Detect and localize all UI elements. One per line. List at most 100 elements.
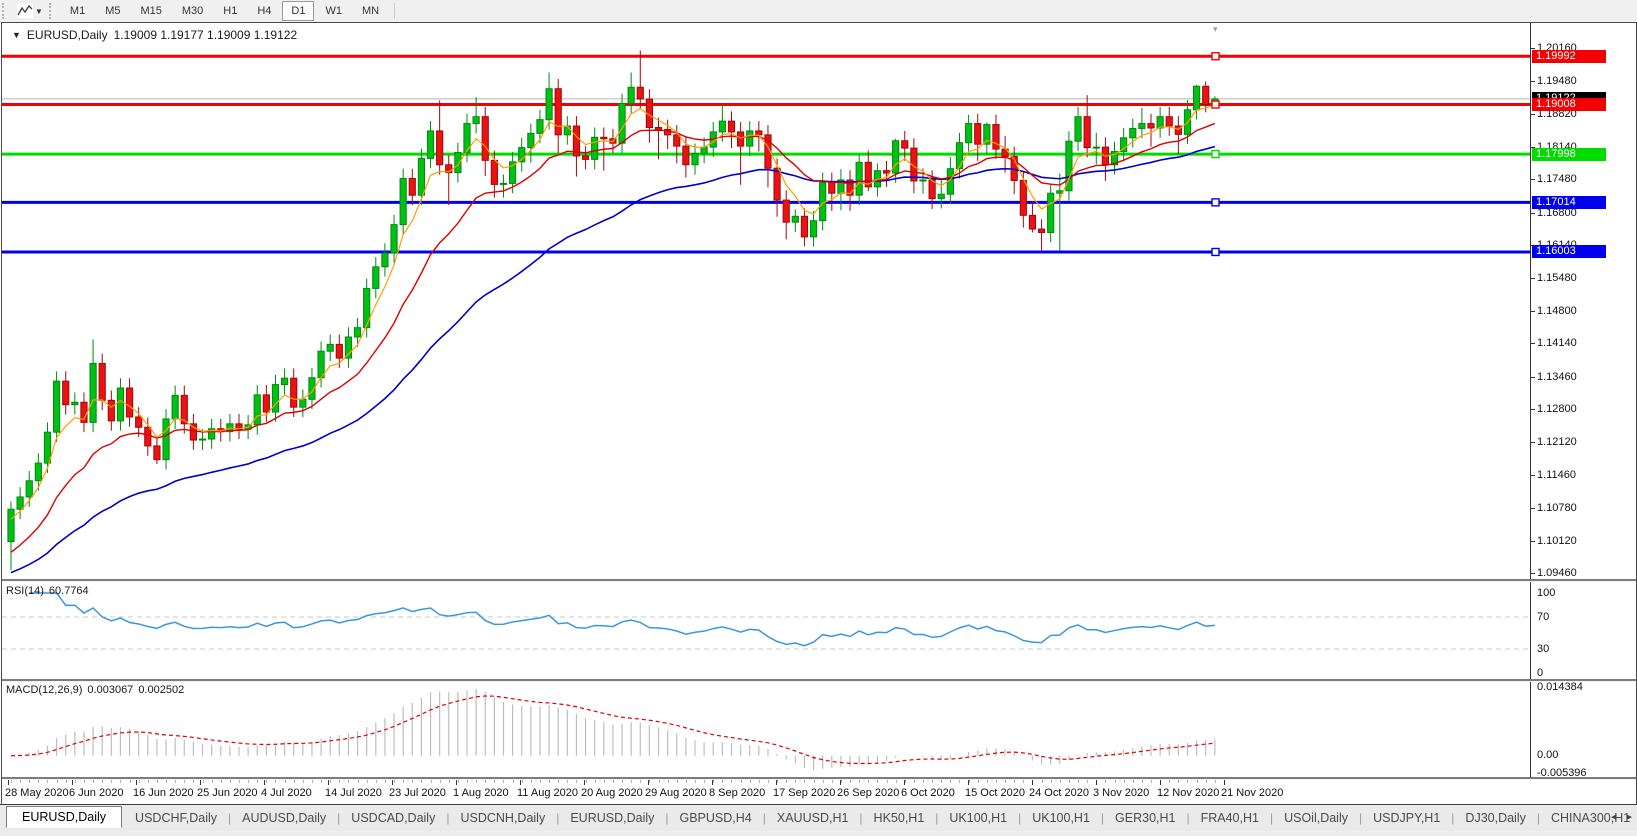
chevron-down-icon[interactable]: ▼ bbox=[35, 6, 43, 16]
chart-tab-fra40-h1[interactable]: FRA40,H1 bbox=[1200, 811, 1259, 825]
time-tick-minor bbox=[1132, 779, 1134, 783]
timeframe-button-m1[interactable]: M1 bbox=[69, 5, 86, 17]
time-tick-major bbox=[712, 779, 713, 785]
timeframe-button-h1[interactable]: H1 bbox=[223, 5, 238, 17]
time-tick-minor bbox=[840, 779, 842, 783]
tab-scroll-right-icon[interactable]: ▸ bbox=[1626, 811, 1632, 823]
chart-tab-uk100-h1[interactable]: UK100,H1 bbox=[949, 811, 1008, 825]
hline-price-badge: 1.16003 bbox=[1532, 245, 1606, 259]
time-tick-minor bbox=[147, 779, 149, 783]
time-tick-minor bbox=[339, 779, 341, 783]
macd-signal-line bbox=[10, 695, 1215, 765]
chart-tab-usdcad-daily[interactable]: USDCAD,Daily bbox=[351, 811, 436, 825]
chart-tab-china300-h1[interactable]: CHINA300,H1 bbox=[1550, 811, 1631, 825]
tab-scroll-arrows: ◂ ▸ bbox=[1611, 810, 1632, 823]
chart-tab-xauusd-h1[interactable]: XAUUSD,H1 bbox=[776, 811, 849, 825]
chart-ohlc-values: 1.19009 1.19177 1.19009 1.19122 bbox=[113, 28, 298, 42]
tab-separator: | bbox=[1451, 811, 1455, 825]
chart-tabs: EURUSD,Daily USDCHF,Daily | AUDUSD,Daily | US… bbox=[0, 806, 1637, 829]
macd-panel-canvas[interactable] bbox=[2, 681, 1530, 778]
time-tick-minor bbox=[749, 779, 751, 783]
time-tick-minor bbox=[704, 779, 706, 783]
timeframe-button-mn[interactable]: MN bbox=[361, 5, 380, 17]
time-tick-minor bbox=[302, 779, 304, 783]
timeframe-button-w1[interactable]: W1 bbox=[325, 5, 342, 17]
hline-handle[interactable] bbox=[1211, 198, 1220, 207]
tab-separator: | bbox=[1536, 811, 1540, 825]
time-tick-minor bbox=[184, 779, 186, 783]
chart-tab-ger30-h1[interactable]: GER30,H1 bbox=[1115, 811, 1176, 825]
chart-tab-hk50-h1[interactable]: HK50,H1 bbox=[873, 811, 925, 825]
hline-handle[interactable] bbox=[1211, 52, 1220, 61]
rsi-panel-canvas[interactable] bbox=[2, 581, 1530, 679]
time-tick-minor bbox=[1105, 779, 1107, 783]
chart-tab-eurusd-daily[interactable]: EURUSD,Daily bbox=[6, 806, 123, 828]
time-tick-major bbox=[968, 779, 969, 785]
chart-tool-button[interactable]: ▼ bbox=[13, 3, 47, 19]
macd-label: MACD(12,26,9) 0.003067 0.002502 bbox=[6, 684, 184, 696]
polyline-chart-icon bbox=[17, 4, 33, 18]
time-tick-minor bbox=[266, 779, 268, 783]
time-tick-minor bbox=[1196, 779, 1198, 783]
chart-symbol: EURUSD,Daily bbox=[26, 28, 108, 42]
time-tick-major bbox=[328, 779, 329, 785]
time-tick-minor bbox=[521, 779, 523, 783]
time-tick-minor bbox=[786, 779, 788, 783]
chart-tab-usdjpy-h1[interactable]: USDJPY,H1 bbox=[1373, 811, 1441, 825]
time-tick-minor bbox=[831, 779, 833, 783]
timeframe-button-m15[interactable]: M15 bbox=[140, 5, 162, 17]
chart-tab-usdcnh-daily[interactable]: USDCNH,Daily bbox=[460, 811, 546, 825]
timeframe-button-m30[interactable]: M30 bbox=[181, 5, 204, 17]
tab-separator: | bbox=[762, 811, 766, 825]
hline-handle[interactable] bbox=[1211, 100, 1220, 109]
chart-title: ▼ EURUSD,Daily 1.19009 1.19177 1.19009 1… bbox=[12, 28, 297, 42]
panel-separator-macd[interactable] bbox=[1, 679, 1636, 682]
axis-tick bbox=[1531, 343, 1535, 345]
time-tick-minor bbox=[412, 779, 414, 783]
axis-tick-label: 1.10780 bbox=[1537, 502, 1577, 515]
chart-tab-eurusd-daily[interactable]: EURUSD,Daily bbox=[570, 811, 655, 825]
chart-tab-usdchf-daily[interactable]: USDCHF,Daily bbox=[135, 811, 217, 825]
time-tick-minor bbox=[394, 779, 396, 783]
axis-tick bbox=[1531, 310, 1535, 312]
timeframe-button-m5[interactable]: M5 bbox=[105, 5, 121, 17]
panel-separator-rsi[interactable] bbox=[1, 579, 1636, 582]
macd-scale-label: -0.005396 bbox=[1537, 767, 1587, 779]
time-tick-minor bbox=[1123, 779, 1125, 783]
chart-tab-dj30-daily[interactable]: DJ30,Daily bbox=[1465, 811, 1526, 825]
tab-scroll-left-icon[interactable]: ◂ bbox=[1610, 811, 1617, 823]
axis-tick-label: 1.15480 bbox=[1537, 271, 1577, 284]
axis-tick bbox=[1531, 48, 1535, 49]
chart-tab-uk100-h1[interactable]: UK100,H1 bbox=[1032, 811, 1090, 825]
rsi-scale-label: 30 bbox=[1537, 643, 1550, 655]
hline-handle[interactable] bbox=[1211, 149, 1220, 159]
toolbar-grip-2[interactable] bbox=[48, 3, 56, 19]
time-tick-minor bbox=[731, 779, 733, 783]
axis-tick-label: 1.09460 bbox=[1537, 566, 1577, 579]
ma-fast-line bbox=[10, 104, 1216, 520]
time-tick-minor bbox=[685, 779, 687, 783]
time-tick-minor bbox=[1014, 779, 1016, 783]
price-chart-canvas[interactable] bbox=[2, 23, 1530, 579]
chart-tab-audusd-daily[interactable]: AUDUSD,Daily bbox=[242, 811, 327, 825]
time-tick-minor bbox=[220, 779, 222, 783]
timeframe-button-h4[interactable]: H4 bbox=[257, 5, 272, 17]
time-tick-major bbox=[264, 779, 265, 785]
time-tick-minor bbox=[421, 779, 423, 783]
hline-handle[interactable] bbox=[1211, 247, 1220, 257]
time-tick-minor bbox=[549, 779, 551, 783]
time-tick-minor bbox=[986, 779, 988, 783]
time-tick-minor bbox=[1169, 779, 1171, 783]
time-tick-minor bbox=[485, 779, 487, 783]
axis-tick bbox=[1531, 376, 1535, 378]
time-tick-minor bbox=[1068, 779, 1070, 783]
collapse-arrow-icon[interactable]: ▼ bbox=[12, 30, 21, 40]
chart-shift-marker-icon[interactable]: ▾ bbox=[1213, 24, 1218, 34]
toolbar-grip[interactable] bbox=[2, 3, 9, 19]
time-tick-minor bbox=[74, 779, 76, 783]
chart-tab-gbpusd-h4[interactable]: GBPUSD,H4 bbox=[679, 811, 752, 825]
chart-tab-usoil-daily[interactable]: USOil,Daily bbox=[1284, 811, 1348, 825]
time-tick-major bbox=[1224, 779, 1225, 785]
macd-scale-label: 0.00 bbox=[1537, 748, 1559, 761]
timeframe-button-d1[interactable]: D1 bbox=[282, 1, 315, 21]
